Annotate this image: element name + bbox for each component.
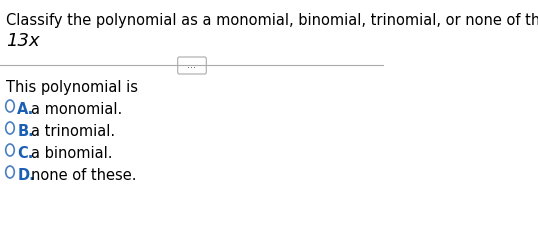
Text: B.: B. [17, 124, 34, 139]
FancyBboxPatch shape [178, 57, 206, 74]
Text: a binomial.: a binomial. [31, 146, 113, 161]
Text: Classify the polynomial as a monomial, binomial, trinomial, or none of these.: Classify the polynomial as a monomial, b… [6, 13, 538, 28]
Text: D.: D. [17, 168, 35, 183]
Text: 13x: 13x [6, 32, 39, 50]
Text: C.: C. [17, 146, 33, 161]
Text: ...: ... [188, 60, 196, 70]
Text: a monomial.: a monomial. [31, 102, 123, 117]
Text: none of these.: none of these. [31, 168, 137, 183]
Text: A.: A. [17, 102, 34, 117]
Text: a trinomial.: a trinomial. [31, 124, 116, 139]
Text: This polynomial is: This polynomial is [6, 80, 138, 95]
